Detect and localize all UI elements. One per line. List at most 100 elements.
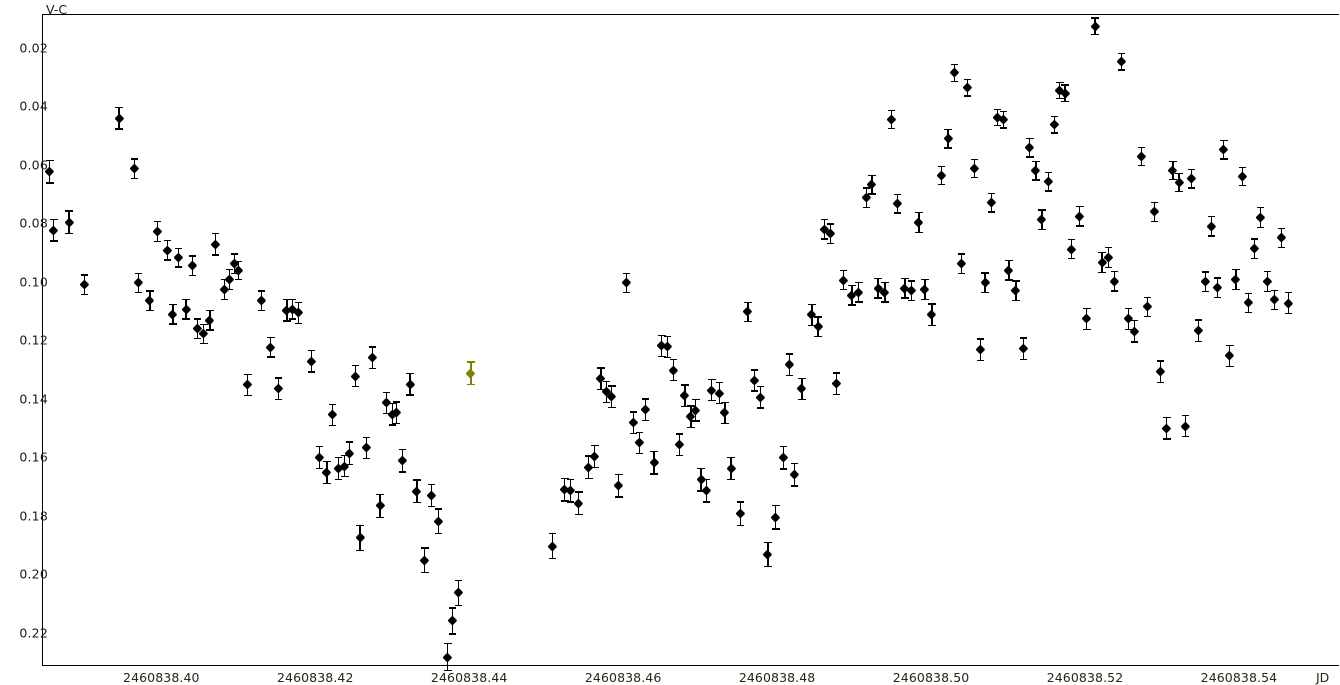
error-bar-cap-top	[211, 233, 220, 235]
y-tick-label: 0.10	[19, 274, 48, 290]
error-bar-cap-top	[174, 248, 183, 250]
error-bar-cap-bottom	[808, 324, 816, 327]
error-bar-cap-bottom	[944, 147, 952, 149]
data-point-marker	[1218, 144, 1229, 155]
error-bar-cap-top	[1263, 271, 1272, 273]
data-point-marker	[796, 383, 807, 394]
error-bar-cap-bottom	[362, 457, 371, 460]
error-bar-cap-bottom	[970, 176, 979, 179]
error-bar-cap-top	[1130, 320, 1139, 322]
data-point-marker	[1193, 325, 1203, 336]
error-bar-cap-top	[839, 269, 848, 272]
y-tick-label: 0.02	[19, 40, 48, 56]
error-bar-cap-top	[602, 380, 611, 382]
error-bar-cap-bottom	[1256, 226, 1265, 228]
x-tick-label: 2460838.50	[892, 670, 970, 685]
error-bar-cap-bottom	[937, 183, 946, 186]
data-point-marker	[1262, 276, 1273, 287]
error-bar-cap-top	[832, 372, 841, 374]
data-point-marker	[405, 379, 415, 389]
error-bar-cap-bottom	[188, 274, 197, 277]
error-bar-cap-top	[591, 444, 599, 446]
data-point-marker	[949, 67, 959, 78]
data-point-marker	[306, 356, 317, 367]
error-bar-cap-bottom	[398, 471, 407, 473]
error-bar-cap-bottom	[993, 125, 1002, 127]
error-bar-cap-bottom	[868, 193, 876, 195]
data-point-marker	[628, 417, 638, 428]
error-bar-cap-bottom	[1061, 100, 1069, 103]
y-tick-label: 0.16	[19, 449, 48, 465]
error-bar-cap-bottom	[169, 323, 177, 325]
error-bar-cap-top	[715, 381, 724, 384]
data-point-marker	[831, 378, 842, 389]
y-tick-label: 0.12	[19, 332, 48, 348]
error-bar-cap-bottom	[675, 454, 684, 456]
error-bar-cap-top	[887, 109, 895, 111]
error-bar-cap-bottom	[1019, 358, 1028, 360]
error-bar-cap-bottom	[591, 467, 599, 469]
error-bar-cap-top	[1232, 269, 1240, 271]
error-bar-cap-top	[1026, 138, 1034, 140]
error-bar-cap-top	[294, 301, 303, 303]
y-axis-line	[42, 14, 43, 665]
error-bar-cap-bottom	[687, 426, 695, 428]
error-bar-cap-top	[1110, 270, 1119, 273]
error-bar-cap-bottom	[950, 80, 959, 82]
error-bar-cap-bottom	[50, 240, 58, 242]
error-bar-cap-bottom	[1032, 179, 1040, 181]
error-bar-cap-bottom	[669, 380, 678, 382]
error-bar-cap-top	[169, 303, 177, 306]
error-bar-cap-top	[1226, 344, 1234, 346]
plot-top-border	[42, 14, 1339, 15]
error-bar-cap-bottom	[855, 301, 863, 303]
error-bar-cap-bottom	[334, 479, 343, 481]
error-bar-cap-top	[46, 159, 54, 162]
error-bar-cap-bottom	[629, 432, 638, 434]
error-bar-cap-top	[283, 298, 291, 301]
error-bar-cap-top	[182, 298, 190, 301]
data-point-marker	[447, 616, 458, 626]
data-point-marker	[162, 245, 173, 255]
error-bar-cap-bottom	[153, 240, 162, 242]
error-bar-cap-top	[635, 431, 644, 433]
error-bar-cap-bottom	[163, 259, 172, 261]
data-point-marker	[913, 217, 924, 228]
error-bar-cap-bottom	[881, 301, 889, 303]
data-point-marker	[975, 344, 986, 355]
error-bar-cap-top	[868, 174, 876, 177]
data-point-marker	[44, 166, 55, 177]
error-bar-cap-bottom	[274, 398, 283, 400]
error-bar-cap-top	[1012, 280, 1020, 282]
error-bar-cap-bottom	[230, 272, 239, 275]
error-bar-cap-top	[650, 450, 658, 453]
error-bar-cap-bottom	[1181, 436, 1190, 438]
data-point-marker	[1149, 206, 1160, 217]
data-point-marker	[79, 279, 90, 290]
error-bar-cap-bottom	[1194, 340, 1203, 342]
error-bar-cap-top	[1238, 166, 1246, 169]
error-bar-cap-top	[901, 277, 909, 280]
y-axis-title: V-C	[46, 2, 68, 17]
error-bar-cap-top	[708, 378, 716, 381]
error-bar-cap-bottom	[928, 324, 936, 326]
error-bar-cap-bottom	[1156, 381, 1165, 383]
data-point-marker	[1090, 21, 1100, 31]
data-point-marker	[321, 467, 332, 478]
error-bar-cap-bottom	[294, 322, 303, 325]
error-bar-cap-bottom	[907, 299, 916, 302]
x-tick-label: 2460838.46	[584, 670, 662, 685]
error-bar-cap-top	[1098, 252, 1106, 254]
error-bar-cap-bottom	[1110, 290, 1119, 292]
error-bar-cap-top	[454, 579, 463, 581]
data-point-marker	[265, 342, 276, 353]
data-point-marker	[920, 284, 930, 295]
error-bar-cap-top	[444, 643, 452, 645]
error-bar-cap-bottom	[697, 490, 705, 492]
error-bar-cap-bottom	[1005, 279, 1013, 281]
data-point-marker	[838, 275, 849, 285]
error-bar-cap-top	[392, 401, 401, 403]
error-bar-cap-top	[1201, 271, 1210, 273]
error-bar-cap-bottom	[257, 309, 266, 311]
error-bar-cap-top	[976, 338, 985, 340]
